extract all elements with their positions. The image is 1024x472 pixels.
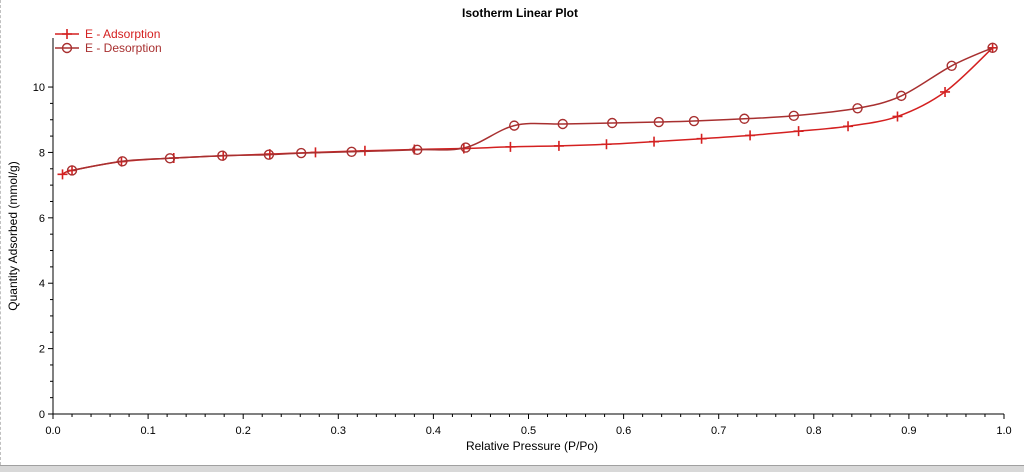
data-point-e-adsorption (601, 139, 612, 150)
data-point-e-desorption (739, 113, 750, 124)
chart-title: Isotherm Linear Plot (462, 6, 578, 20)
y-tick-label: 6 (39, 213, 45, 225)
x-tick-label: 1.0 (996, 425, 1011, 437)
data-point-e-desorption (164, 153, 176, 164)
legend-swatch-marker (61, 42, 73, 54)
data-point-e-desorption (296, 147, 307, 159)
x-tick-label: 0.6 (616, 425, 631, 437)
data-point-e-desorption (688, 115, 700, 127)
data-point-e-desorption (557, 118, 568, 130)
y-tick-label: 2 (39, 344, 45, 356)
axes: 0.0 0.1 0.2 0.3 0.4 0.5 0.6 0.7 0.8 0.9 1.0 0 2 4 6 8 10 (33, 38, 1012, 437)
data-point-e-desorption (412, 144, 423, 156)
data-point-e-desorption (460, 142, 471, 153)
x-tick-label: 0.5 (521, 425, 536, 437)
series-e-desorption (66, 42, 998, 176)
y-tick-label: 10 (33, 82, 45, 94)
x-tick-label: 0.7 (711, 425, 726, 437)
legend-item-e-desorption: E - Desorption (55, 41, 162, 55)
x-axis-label: Relative Pressure (P/Po) (466, 439, 598, 453)
data-point-e-desorption (217, 150, 228, 161)
legend-label: E - Desorption (85, 41, 162, 55)
data-point-e-adsorption (843, 121, 854, 132)
data-point-e-adsorption (553, 140, 564, 151)
data-point-e-adsorption (649, 136, 660, 147)
data-point-e-desorption (66, 165, 78, 176)
data-point-e-desorption (987, 42, 998, 54)
window-bottom-edge (0, 465, 1024, 472)
x-tick-label: 0.0 (45, 425, 60, 437)
x-tick-label: 0.1 (140, 425, 155, 437)
data-point-e-desorption (788, 110, 800, 122)
legend-item-e-adsorption: E - Adsorption (55, 27, 160, 41)
x-tick-label: 0.4 (426, 425, 441, 437)
x-tick-label: 0.3 (331, 425, 346, 437)
x-tick-label: 0.2 (236, 425, 251, 437)
data-point-e-desorption (896, 90, 907, 102)
y-tick-label: 8 (39, 147, 45, 159)
data-point-e-desorption (852, 103, 863, 114)
data-point-e-desorption (653, 116, 664, 128)
data-point-e-adsorption (505, 141, 516, 152)
series-line-e-adsorption (62, 47, 994, 176)
window-left-edge (0, 0, 3, 465)
series-e-adsorption (57, 42, 998, 180)
data-point-e-desorption (509, 120, 520, 131)
data-point-e-desorption (117, 156, 128, 167)
data-point-e-adsorption (793, 126, 804, 137)
data-point-e-adsorption (745, 130, 756, 141)
x-tick-label: 0.9 (901, 425, 916, 437)
data-point-e-desorption (346, 146, 357, 157)
x-tick-label: 0.8 (806, 425, 821, 437)
series-layer (57, 42, 998, 180)
data-point-e-adsorption (57, 169, 68, 180)
data-point-e-desorption (606, 117, 618, 129)
y-tick-label: 0 (39, 409, 45, 421)
data-point-e-desorption (946, 60, 957, 71)
data-point-e-adsorption (696, 133, 707, 144)
series-line-e-desorption (71, 47, 993, 172)
data-point-e-adsorption (892, 111, 903, 122)
data-point-e-desorption (263, 149, 275, 160)
legend-swatch-marker (62, 29, 72, 39)
data-point-e-adsorption (940, 86, 951, 97)
legend-label: E - Adsorption (85, 27, 160, 41)
y-axis-label: Quantity Adsorbed (mmol/g) (6, 161, 20, 310)
y-tick-label: 4 (39, 278, 45, 290)
